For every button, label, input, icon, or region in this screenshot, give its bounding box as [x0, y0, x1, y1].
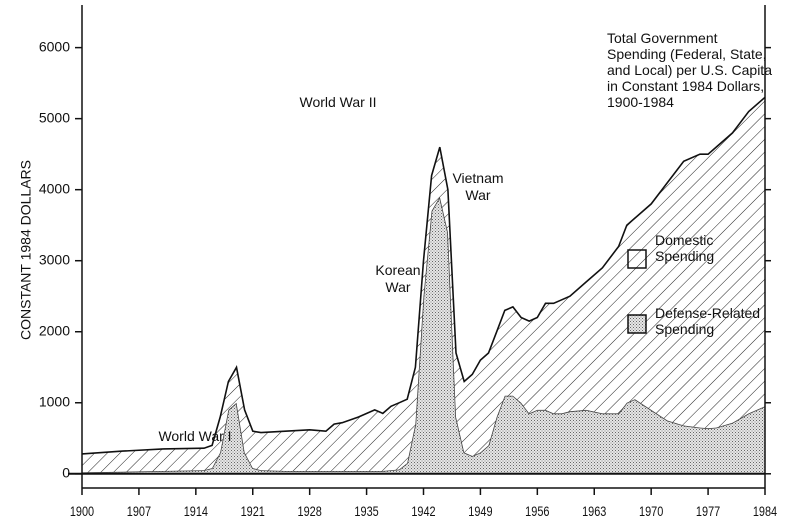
annotation: Korean War: [375, 262, 421, 295]
x-tick-label: 1935: [354, 504, 378, 520]
x-tick-label: 1928: [298, 504, 322, 520]
y-tick-label: 2000: [39, 322, 70, 338]
legend-label: Defense-Related Spending: [655, 305, 761, 337]
legend-label: Domestic Spending: [655, 232, 715, 264]
x-tick-label: 1956: [525, 504, 549, 520]
area: [82, 196, 765, 474]
x-tick-label: 1984: [753, 504, 777, 520]
y-tick-label: 5000: [39, 109, 70, 125]
x-tick-label: 1907: [127, 504, 151, 520]
x-tick-label: 1949: [468, 504, 492, 520]
x-tick-label: 1942: [411, 504, 435, 520]
legend-swatch: [627, 249, 647, 269]
x-tick-label: 1977: [696, 504, 720, 520]
chart-title: Total Government Spending (Federal, Stat…: [607, 30, 772, 110]
annotation: World War I: [158, 428, 232, 444]
y-tick-label: 3000: [39, 251, 70, 267]
annotation: World War II: [299, 94, 377, 110]
area: [82, 97, 765, 473]
area-edge: [81, 96, 766, 455]
x-tick-label: 1963: [582, 504, 606, 520]
y-axis-label: CONSTANT 1984 DOLLARS: [18, 160, 34, 340]
x-tick-label: 1914: [184, 504, 208, 520]
y-tick-label: 1000: [39, 393, 70, 409]
y-tick-label: 0: [62, 464, 70, 480]
x-tick-label: 1970: [639, 504, 663, 520]
x-tick-label: 1900: [70, 504, 94, 520]
x-tick-label: 1921: [241, 504, 265, 520]
legend-swatch: [627, 314, 647, 334]
annotation: Vietnam War: [452, 170, 504, 203]
y-tick-label: 6000: [39, 38, 70, 54]
y-tick-label: 4000: [39, 180, 70, 196]
